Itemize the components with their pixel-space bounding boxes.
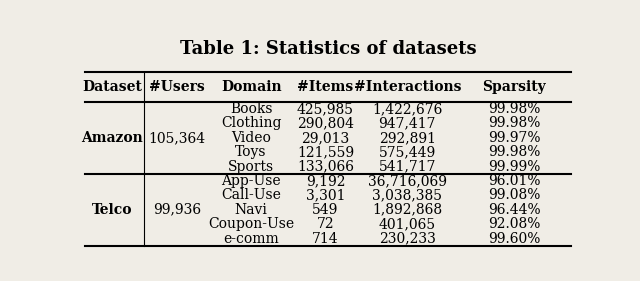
Text: 99,936: 99,936 (153, 203, 201, 217)
Text: 99.97%: 99.97% (488, 131, 540, 145)
Text: Call-Use: Call-Use (221, 188, 281, 202)
Text: 99.99%: 99.99% (488, 160, 540, 174)
Text: 121,559: 121,559 (297, 145, 354, 159)
Text: Toys: Toys (236, 145, 267, 159)
Text: 541,717: 541,717 (379, 160, 436, 174)
Text: Amazon: Amazon (81, 131, 143, 145)
Text: 29,013: 29,013 (301, 131, 349, 145)
Text: 549: 549 (312, 203, 339, 217)
Text: 105,364: 105,364 (148, 131, 205, 145)
Text: #Interactions: #Interactions (354, 80, 461, 94)
Text: 1,422,676: 1,422,676 (372, 102, 442, 116)
Text: Books: Books (230, 102, 273, 116)
Text: Dataset: Dataset (83, 80, 142, 94)
Text: 290,804: 290,804 (297, 116, 354, 130)
Text: Sparsity: Sparsity (482, 80, 546, 94)
Text: Sports: Sports (228, 160, 274, 174)
Text: 99.98%: 99.98% (488, 102, 540, 116)
Text: 9,192: 9,192 (306, 174, 345, 188)
Text: 230,233: 230,233 (379, 232, 436, 246)
Text: 714: 714 (312, 232, 339, 246)
Text: 575,449: 575,449 (379, 145, 436, 159)
Text: e-comm: e-comm (223, 232, 279, 246)
Text: Telco: Telco (92, 203, 132, 217)
Text: Navi: Navi (235, 203, 268, 217)
Text: 3,038,385: 3,038,385 (372, 188, 442, 202)
Text: 1,892,868: 1,892,868 (372, 203, 442, 217)
Text: 99.08%: 99.08% (488, 188, 540, 202)
Text: #Users: #Users (149, 80, 205, 94)
Text: 96.44%: 96.44% (488, 203, 540, 217)
Text: Clothing: Clothing (221, 116, 282, 130)
Text: 92.08%: 92.08% (488, 217, 540, 231)
Text: 36,716,069: 36,716,069 (368, 174, 447, 188)
Text: 947,417: 947,417 (379, 116, 436, 130)
Text: 99.98%: 99.98% (488, 116, 540, 130)
Text: Table 1: Statistics of datasets: Table 1: Statistics of datasets (180, 40, 476, 58)
Text: 72: 72 (317, 217, 334, 231)
Text: Domain: Domain (221, 80, 282, 94)
Text: Video: Video (231, 131, 271, 145)
Text: Coupon-Use: Coupon-Use (208, 217, 294, 231)
Text: 96.01%: 96.01% (488, 174, 540, 188)
Text: App-Use: App-Use (221, 174, 281, 188)
Text: 292,891: 292,891 (379, 131, 436, 145)
Text: 401,065: 401,065 (379, 217, 436, 231)
Text: #Items: #Items (298, 80, 354, 94)
Text: 99.60%: 99.60% (488, 232, 540, 246)
Text: 425,985: 425,985 (297, 102, 354, 116)
Text: 133,066: 133,066 (297, 160, 354, 174)
Text: 3,301: 3,301 (306, 188, 345, 202)
Text: 99.98%: 99.98% (488, 145, 540, 159)
